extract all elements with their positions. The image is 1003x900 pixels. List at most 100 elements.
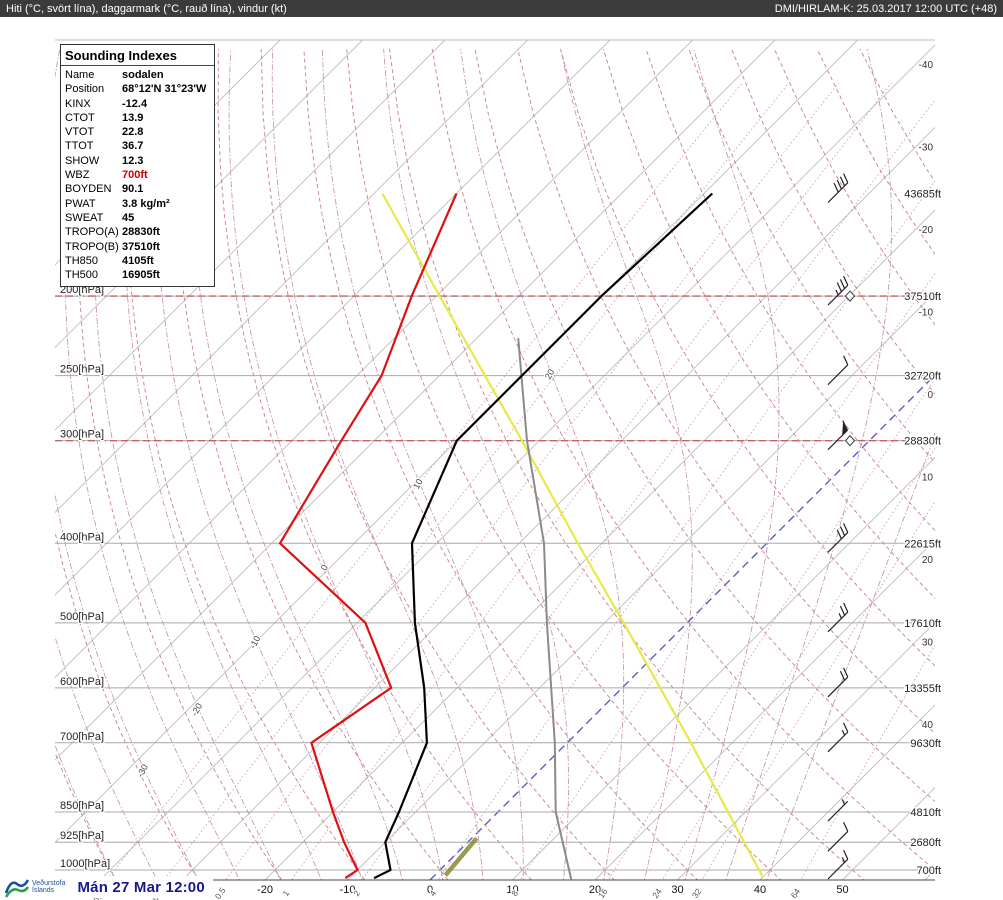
mixing-ratio-label: 1 [280,888,291,898]
temp-axis-label: -10 [340,884,356,896]
index-label: SWEAT [65,211,104,224]
wind-barb [827,173,849,203]
index-row-ttot: TTOT 36.7 [61,139,214,153]
wind-barb [827,667,849,698]
mixing-ratio-label: 2 [351,888,362,898]
wind-barb [827,822,849,852]
isotherm-grid [55,40,935,880]
logo-caption-line1: Veðurstofa [32,879,66,887]
pressure-axis-label: 250[hPa] [60,364,104,376]
isotherm-edge-label: 0 [927,390,933,401]
pressure-axis-label: 500[hPa] [60,611,104,623]
height-label: 37510ft [904,291,941,303]
index-label: TROPO(A) [65,226,119,239]
index-row-tropo-b-: TROPO(B) 37510ft [61,240,214,254]
pressure-axis-label: 400[hPa] [60,531,104,543]
moist-adiabat-label: 10 [411,477,425,491]
moist-adiabat-label: -20 [189,701,204,717]
index-value: 700ft [122,169,148,182]
pressure-axis-label: 1000[hPa] [60,858,110,870]
indexes-table: Name sodalen Position 68°12'N 31°23'W KINX -1… [61,68,214,282]
chart-legend-title: Hiti (°C, svört lína), daggarmark (°C, r… [6,2,287,15]
temp-axis-label: 40 [754,884,766,896]
tropopause-marker-diamond [844,290,856,302]
index-row-pwat: PWAT 3.8 kg/m² [61,197,214,211]
dry-adiabats [55,48,935,880]
mixing-ratio-label: 24 [650,886,664,900]
index-value: 13.9 [122,111,144,124]
isotherm-edge-label: 40 [922,720,934,731]
index-row-th850: TH850 4105ft [61,254,214,268]
index-value: 45 [122,211,135,224]
height-label: 32720ft [904,371,941,383]
height-label: 28830ft [904,436,941,448]
pressure-axis-label: 600[hPa] [60,676,104,688]
height-label: 13355ft [904,683,941,695]
pressure-axis-label: 925[hPa] [60,830,104,842]
gray-reference-line [517,338,573,880]
axis-labels: 200[hPa]250[hPa]300[hPa]400[hPa]500[hPa]… [59,59,943,900]
valid-time-label: Mán 27 Mar 12:00 [77,878,205,896]
zero-isotherm-layer [429,374,935,880]
isotherm-edge-label: -20 [919,225,934,236]
wind-barb [827,602,849,633]
index-label: VTOT [65,126,95,139]
index-label: CTOT [65,111,95,124]
height-label: 22615ft [904,538,941,550]
tropopause-marker-diamond [844,434,856,447]
temp-axis-label: 20 [589,884,601,896]
moist-adiabat-label: -10 [247,634,262,650]
index-value: 28830ft [122,226,160,239]
wind-barb [827,849,849,880]
isotherm-edge-label: -10 [919,308,934,319]
dewpoint-line [278,193,458,880]
index-value: 16905ft [122,269,160,282]
logo-caption-line2: Íslands [32,887,55,894]
index-label: SHOW [65,154,100,167]
yellow-adiabat-line [381,192,764,878]
moist-adiabat-label: 0 [319,563,330,572]
isotherm-edge-label: -40 [919,60,934,71]
index-value: 37510ft [122,240,160,253]
index-value: 36.7 [122,140,144,153]
index-label: TH500 [65,269,99,282]
mixing-ratio-label: 0.5 [213,885,228,900]
temp-axis-label: 50 [836,884,848,896]
wind-barb [827,722,849,753]
index-row-tropo-a-: TROPO(A) 28830ft [61,225,214,239]
pressure-axis-label: 850[hPa] [60,800,104,812]
height-label: 17610ft [904,618,941,630]
logo-caption: Veðurstofa Íslands [32,880,65,895]
index-value: sodalen [122,69,164,81]
index-row-kinx: KINX -12.4 [61,97,214,111]
pressure-axis-label: 700[hPa] [60,731,104,743]
temp-axis-label: 30 [671,884,683,896]
index-label: KINX [65,97,91,110]
footer-bar: Veðurstofa Íslands Mán 27 Mar 12:00 [4,876,213,898]
index-row-position: Position 68°12'N 31°23'W [61,82,214,96]
index-label: BOYDEN [65,183,112,196]
wind-barb-column [827,173,856,880]
sounding-series [278,192,764,880]
index-label: TTOT [65,140,94,153]
index-label: PWAT [65,197,96,210]
indexes-title: Sounding Indexes [61,47,214,66]
moist-adiabats [55,48,935,880]
index-row-th500: TH500 16905ft [61,268,214,282]
index-row-boyden: BOYDEN 90.1 [61,182,214,196]
index-value: 68°12'N 31°23'W [122,83,207,96]
isotherm-edge-label: 30 [922,638,934,649]
isotherm-edge-label: 10 [922,473,934,484]
moist-adiabat-label: -30 [135,763,150,779]
index-label: TH850 [65,254,99,267]
pressure-lines [55,295,935,871]
model-run-label: DMI/HIRLAM-K: 25.03.2017 12:00 UTC (+48) [774,2,997,15]
pressure-axis-label: 300[hPa] [60,429,104,441]
wind-barb [827,355,849,386]
height-label: 43685ft [904,188,941,200]
index-label: Position [65,83,105,96]
index-row-show: SHOW 12.3 [61,154,214,168]
index-value: 90.1 [122,183,144,196]
wind-barb [827,799,849,822]
temp-axis-label: 0 [427,884,433,896]
